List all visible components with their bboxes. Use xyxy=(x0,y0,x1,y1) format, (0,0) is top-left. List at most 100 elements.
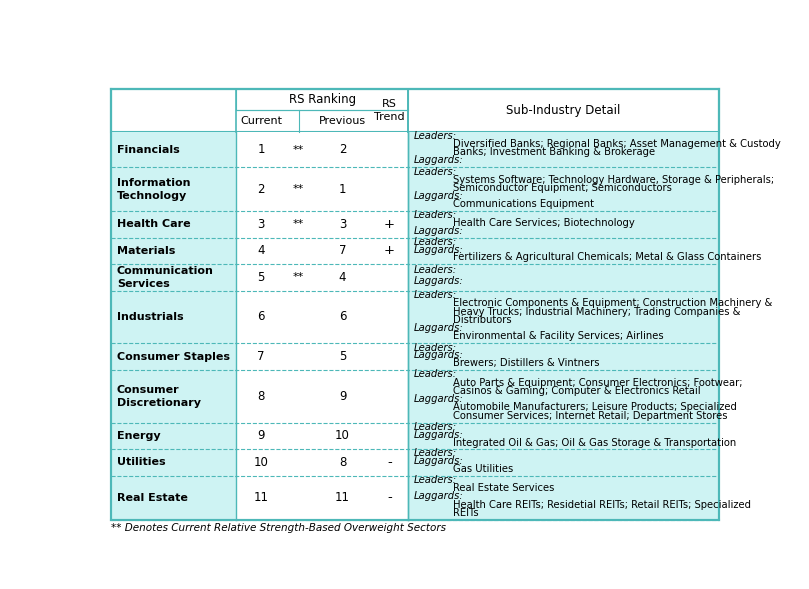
Text: Leaders:: Leaders: xyxy=(413,475,456,485)
Bar xyxy=(111,370,236,423)
Text: 11: 11 xyxy=(253,491,269,504)
Text: 1: 1 xyxy=(339,183,346,196)
Text: Leaders:: Leaders: xyxy=(413,290,456,300)
Text: Communications Equipment: Communications Equipment xyxy=(454,199,595,209)
Text: 7: 7 xyxy=(339,244,346,257)
Text: Automobile Manufacturers; Leisure Products; Specialized: Automobile Manufacturers; Leisure Produc… xyxy=(454,402,737,412)
Text: 11: 11 xyxy=(335,491,350,504)
Text: Electronic Components & Equipment; Construction Machinery &: Electronic Components & Equipment; Const… xyxy=(454,299,773,309)
Text: +: + xyxy=(384,218,395,231)
Text: Laggards:: Laggards: xyxy=(413,350,463,360)
Text: Laggards:: Laggards: xyxy=(413,430,463,440)
Bar xyxy=(409,167,718,211)
Bar xyxy=(236,167,409,211)
Bar xyxy=(409,290,718,343)
Bar xyxy=(111,264,236,290)
Text: Health Care: Health Care xyxy=(116,220,190,230)
Text: Brewers; Distillers & Vintners: Brewers; Distillers & Vintners xyxy=(454,358,600,368)
Text: 3: 3 xyxy=(339,218,346,231)
Bar xyxy=(111,290,236,343)
Text: Leaders:: Leaders: xyxy=(413,343,456,353)
Text: 1: 1 xyxy=(257,143,265,156)
Bar xyxy=(236,475,409,519)
Text: ** Denotes Current Relative Strength-Based Overweight Sectors: ** Denotes Current Relative Strength-Bas… xyxy=(111,523,446,533)
Bar xyxy=(111,475,236,519)
Text: 5: 5 xyxy=(257,271,265,284)
Bar xyxy=(236,89,409,110)
Text: Leaders:: Leaders: xyxy=(413,167,456,177)
Text: Industrials: Industrials xyxy=(116,312,184,322)
Text: Information
Technology: Information Technology xyxy=(116,178,190,201)
Text: 8: 8 xyxy=(257,390,265,403)
Text: Auto Parts & Equipment; Consumer Electronics; Footwear;: Auto Parts & Equipment; Consumer Electro… xyxy=(454,378,743,388)
Text: 4: 4 xyxy=(257,244,265,257)
Bar xyxy=(111,211,236,237)
Text: 9: 9 xyxy=(339,390,346,403)
Text: 8: 8 xyxy=(339,456,346,469)
Text: Laggards:: Laggards: xyxy=(413,155,463,166)
Bar xyxy=(409,449,718,475)
Bar xyxy=(111,423,236,449)
Text: Current: Current xyxy=(240,116,282,126)
Text: Laggards:: Laggards: xyxy=(413,394,463,404)
Text: Energy: Energy xyxy=(116,431,160,441)
Text: Consumer Staples: Consumer Staples xyxy=(116,352,230,362)
Bar xyxy=(236,237,409,264)
Text: RS Ranking: RS Ranking xyxy=(289,93,356,106)
Text: Distributors: Distributors xyxy=(454,315,512,325)
Text: 3: 3 xyxy=(257,218,265,231)
Text: REITs: REITs xyxy=(454,508,479,518)
Text: Leaders:: Leaders: xyxy=(413,210,456,220)
Text: 6: 6 xyxy=(339,310,346,323)
Text: Consumer
Discretionary: Consumer Discretionary xyxy=(116,385,201,408)
Bar xyxy=(111,343,236,370)
Text: Laggards:: Laggards: xyxy=(413,226,463,236)
Text: Financials: Financials xyxy=(116,144,180,154)
Text: Banks; Investment Banking & Brokerage: Banks; Investment Banking & Brokerage xyxy=(454,147,655,157)
Text: Previous: Previous xyxy=(319,116,366,126)
Bar xyxy=(409,475,718,519)
Bar xyxy=(409,423,718,449)
Bar xyxy=(236,423,409,449)
Text: 10: 10 xyxy=(253,456,269,469)
Bar xyxy=(111,237,236,264)
Bar xyxy=(236,211,409,237)
Bar xyxy=(409,211,718,237)
Bar xyxy=(111,449,236,475)
Text: **: ** xyxy=(293,272,304,282)
Text: Laggards:: Laggards: xyxy=(413,276,463,286)
Text: Utilities: Utilities xyxy=(116,458,165,468)
Text: Environmental & Facility Services; Airlines: Environmental & Facility Services; Airli… xyxy=(454,332,664,342)
Text: Integrated Oil & Gas; Oil & Gas Storage & Transportation: Integrated Oil & Gas; Oil & Gas Storage … xyxy=(454,438,737,448)
Text: Casinos & Gaming; Computer & Electronics Retail: Casinos & Gaming; Computer & Electronics… xyxy=(454,386,701,396)
Text: Systems Software; Technology Hardware, Storage & Peripherals;: Systems Software; Technology Hardware, S… xyxy=(454,175,774,185)
Text: 4: 4 xyxy=(339,271,346,284)
Bar xyxy=(111,167,236,211)
Bar xyxy=(236,449,409,475)
Text: 10: 10 xyxy=(335,429,350,442)
Bar xyxy=(236,264,409,290)
Bar xyxy=(236,370,409,423)
Text: Leaders:: Leaders: xyxy=(413,369,456,379)
Text: 2: 2 xyxy=(257,183,265,196)
Bar xyxy=(409,370,718,423)
Bar xyxy=(409,132,718,167)
Bar xyxy=(111,89,718,132)
Text: Fertilizers & Agricultural Chemicals; Metal & Glass Containers: Fertilizers & Agricultural Chemicals; Me… xyxy=(454,253,762,263)
Bar xyxy=(409,343,718,370)
Text: 7: 7 xyxy=(257,350,265,363)
Text: **: ** xyxy=(293,144,304,154)
Text: Leaders:: Leaders: xyxy=(413,422,456,432)
Text: +: + xyxy=(384,244,395,257)
Text: **: ** xyxy=(293,184,304,194)
Text: RS
Trend: RS Trend xyxy=(375,99,404,121)
Text: Materials: Materials xyxy=(116,246,176,256)
Bar xyxy=(236,132,409,167)
Text: Health Care Services; Biotechnology: Health Care Services; Biotechnology xyxy=(454,219,635,229)
Bar xyxy=(409,237,718,264)
Text: 5: 5 xyxy=(339,350,346,363)
Text: Gas Utilities: Gas Utilities xyxy=(454,464,514,474)
Text: 9: 9 xyxy=(257,429,265,442)
Bar xyxy=(236,290,409,343)
Text: Sub-Industry Detail: Sub-Industry Detail xyxy=(506,104,621,117)
